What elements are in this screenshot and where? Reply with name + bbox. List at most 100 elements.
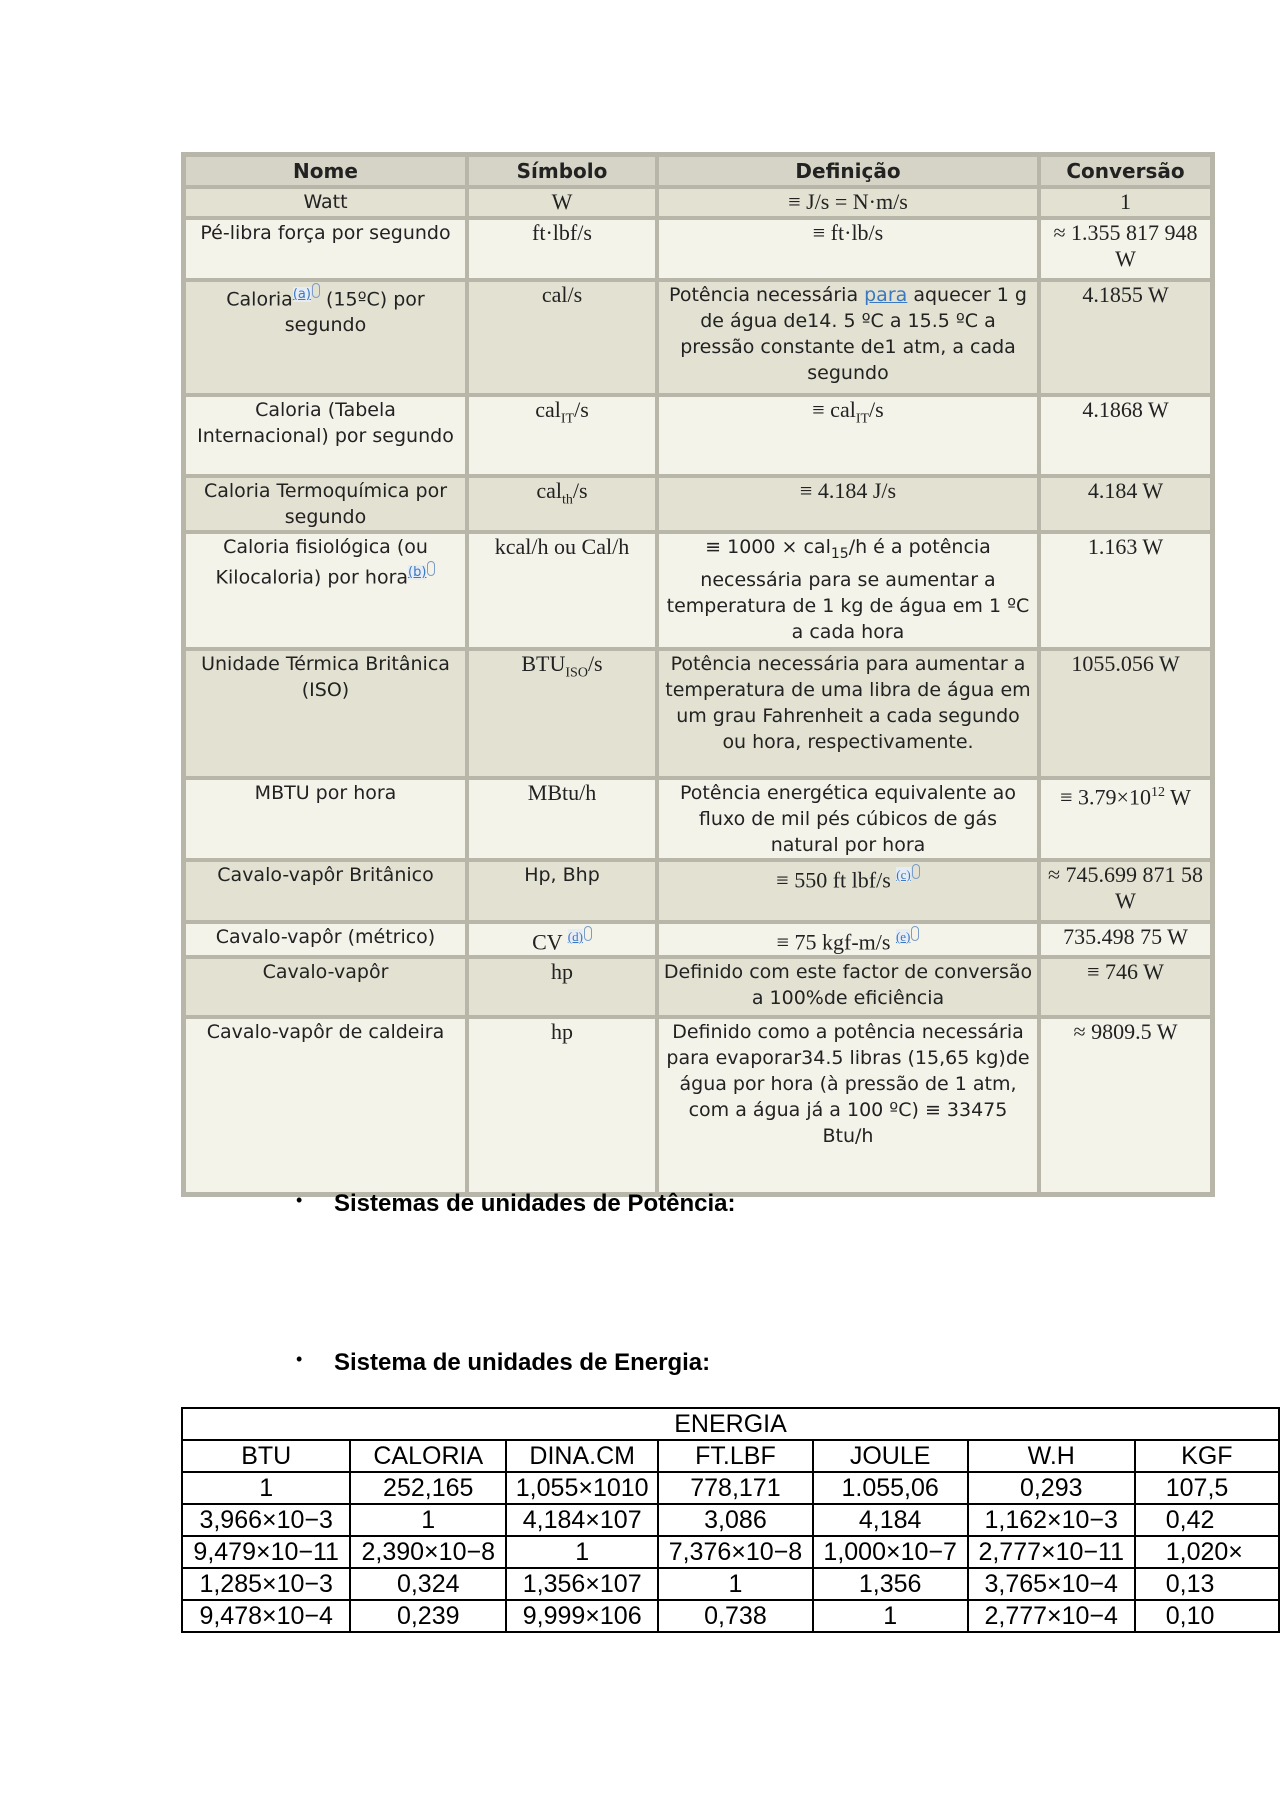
energy-header-cell: CALORIA: [349, 1439, 508, 1473]
unit-conversion-cell: 1.163 W: [1039, 532, 1212, 649]
unit-definition-cell: ≡ 550 ft lbf/s (c): [657, 860, 1039, 922]
energy-cell: 0,293: [966, 1471, 1136, 1505]
unit-symbol-cell: kcal/h ou Cal/h: [467, 532, 657, 649]
table-row: 9,478×10−4 0,239 9,999×106 0,738 1 2,777×10−4…: [180, 1599, 1280, 1633]
unit-conversion-cell: 1: [1039, 187, 1212, 218]
footnote-ref-label[interactable]: (d): [567, 929, 583, 944]
unit-name-cell: Cavalo-vapôr: [184, 957, 467, 1018]
paperclip-icon: [427, 561, 436, 576]
table-row: Cavalo-vapôr Britânico Hp, Bhp ≡ 550 ft lb…: [184, 860, 1212, 922]
header-conversao: Conversão: [1039, 155, 1212, 187]
unit-name-cell: Caloria fisiológica (ou Kilocaloria) por…: [184, 532, 467, 649]
unit-symbol-cell: CV (d): [467, 922, 657, 958]
footnote-ref-label[interactable]: (a): [292, 287, 311, 302]
cell-text: Unidade Térmica Britânica (ISO): [201, 653, 450, 701]
cell-text: BTU: [521, 651, 566, 676]
energy-cell: 7,376×10−8: [657, 1535, 814, 1569]
subscript: 15: [830, 545, 849, 562]
unit-symbol-cell: ft·lbf/s: [467, 218, 657, 280]
table-row: 9,479×10−11 2,390×10−8 1 7,376×10−8 1,000×10…: [180, 1535, 1280, 1569]
unit-name-cell: Watt: [184, 187, 467, 218]
unit-name-cell: MBTU por hora: [184, 778, 467, 860]
energy-cell: 4,184: [811, 1503, 969, 1537]
energy-cell: 0,10: [1133, 1599, 1280, 1633]
cell-text: ≈ 9809.5 W: [1073, 1019, 1178, 1045]
unit-definition-cell: Definido como a potência necessária para…: [657, 1017, 1039, 1195]
unit-name-cell: Unidade Térmica Britânica (ISO): [184, 649, 467, 778]
energy-cell: 0,13: [1133, 1567, 1280, 1601]
cell-text: 4.1868 W: [1082, 397, 1169, 422]
footnote-ref-label[interactable]: (b): [408, 565, 427, 580]
cell-text: Potência necessária para aumentar a temp…: [665, 653, 1031, 753]
paperclip-icon: [911, 926, 920, 941]
unit-symbol-cell: hp: [467, 957, 657, 1018]
energy-header-cell: KGF: [1133, 1439, 1280, 1473]
bullet-dot-icon: •: [296, 1349, 303, 1369]
energy-cell: 3,966×10−3: [180, 1503, 352, 1537]
footnote-ref[interactable]: (a): [292, 283, 320, 310]
energy-cell: 1: [349, 1503, 508, 1537]
cell-text: Caloria fisiológica (ou Kilocaloria) por…: [215, 536, 428, 589]
cell-text: /s: [574, 397, 589, 422]
energy-cell: 1,356×107: [505, 1567, 660, 1601]
link-para[interactable]: para: [864, 284, 908, 306]
energy-cell: 0,239: [349, 1599, 508, 1633]
cell-text: 4.184 W: [1087, 478, 1164, 503]
energy-cell: 0,324: [349, 1567, 508, 1601]
unit-definition-cell: Potência necessária para aquecer 1 g de …: [657, 280, 1039, 395]
cell-text: ft·lbf/s: [532, 220, 592, 245]
energy-cell: 1,162×10−3: [966, 1503, 1136, 1537]
paperclip-icon: [311, 283, 320, 298]
power-units-table: Nome Símbolo Definição Conversão Watt W ≡ …: [181, 152, 1215, 1198]
cell-text: Cavalo-vapôr: [262, 961, 389, 984]
cell-text: Caloria Termoquímica por segundo: [203, 480, 448, 528]
footnote-ref[interactable]: (d): [567, 926, 592, 954]
superscript: 12: [1150, 785, 1165, 800]
energy-systems-heading: Sistema de unidades de Energia:: [334, 1349, 711, 1376]
energy-title-row: ENERGIA: [181, 1407, 1280, 1441]
table-row: Unidade Térmica Britânica (ISO) BTUISO/s P…: [184, 649, 1212, 778]
unit-conversion-cell: 1055.056 W: [1039, 649, 1212, 778]
header-definicao: Definição: [657, 155, 1039, 187]
unit-symbol-cell: MBtu/h: [467, 778, 657, 860]
power-table-header-row: Nome Símbolo Definição Conversão: [184, 155, 1212, 187]
cell-text: Caloria (Tabela Internacional) por segun…: [197, 399, 454, 447]
paperclip-icon: [911, 864, 920, 879]
energy-cell: 1,000×10−7: [811, 1535, 969, 1569]
energy-cell: 1,356: [811, 1567, 969, 1601]
energy-cell: 3,086: [657, 1503, 814, 1537]
unit-name-cell: Cavalo-vapôr Britânico: [184, 860, 467, 922]
table-row: Cavalo-vapôr (métrico) CV (d) ≡ 75 kgf-m/s…: [184, 922, 1212, 958]
unit-name-cell: Cavalo-vapôr de caldeira: [184, 1017, 467, 1195]
unit-symbol-cell: hp: [467, 1017, 657, 1195]
power-systems-heading: Sistemas de unidades de Potência:: [334, 1190, 736, 1217]
cell-text: ≡ 746 W: [1087, 959, 1164, 985]
energy-cell: 9,479×10−11: [180, 1535, 352, 1569]
energy-cell: 1,285×10−3: [180, 1567, 352, 1601]
footnote-ref-label[interactable]: (c): [896, 867, 911, 882]
energy-cell: 1.055,06: [811, 1471, 969, 1505]
cell-text: Pé-libra força por segundo: [200, 222, 451, 244]
unit-symbol-cell: calth/s: [467, 476, 657, 532]
bullet-dot-icon: •: [296, 1190, 303, 1210]
unit-definition-cell: Potência energética equivalente ao fluxo…: [657, 778, 1039, 860]
cell-text: Watt: [303, 191, 348, 213]
table-row: Cavalo-vapôr hp Definido com este factor d…: [184, 957, 1212, 1018]
cell-text: 1.163 W: [1087, 534, 1164, 559]
footnote-ref[interactable]: (e): [895, 926, 920, 954]
table-row: 1,285×10−3 0,324 1,356×107 1 1,356 3,765×10−4…: [180, 1567, 1280, 1601]
unit-name-cell: Pé-libra força por segundo: [184, 218, 467, 280]
energy-cell: 0,738: [657, 1599, 814, 1633]
unit-definition-cell: ≡ 1000 × cal15/h é a potência necessária…: [657, 532, 1039, 649]
footnote-ref[interactable]: (b): [408, 561, 436, 588]
footnote-ref-label[interactable]: (e): [895, 929, 911, 944]
cell-text: Definido com este factor de conversão a …: [663, 961, 1033, 1010]
energy-cell: 4,184×107: [505, 1503, 660, 1537]
footnote-ref[interactable]: (c): [896, 864, 920, 892]
unit-conversion-cell: 4.1868 W: [1039, 395, 1212, 476]
cell-text: MBTU por hora: [254, 782, 397, 804]
subscript: IT: [855, 411, 870, 427]
cell-text: ≡ 75 kgf-m/s: [776, 929, 896, 955]
unit-definition-cell: ≡ 4.184 J/s: [657, 476, 1039, 532]
header-simbolo: Símbolo: [467, 155, 657, 187]
